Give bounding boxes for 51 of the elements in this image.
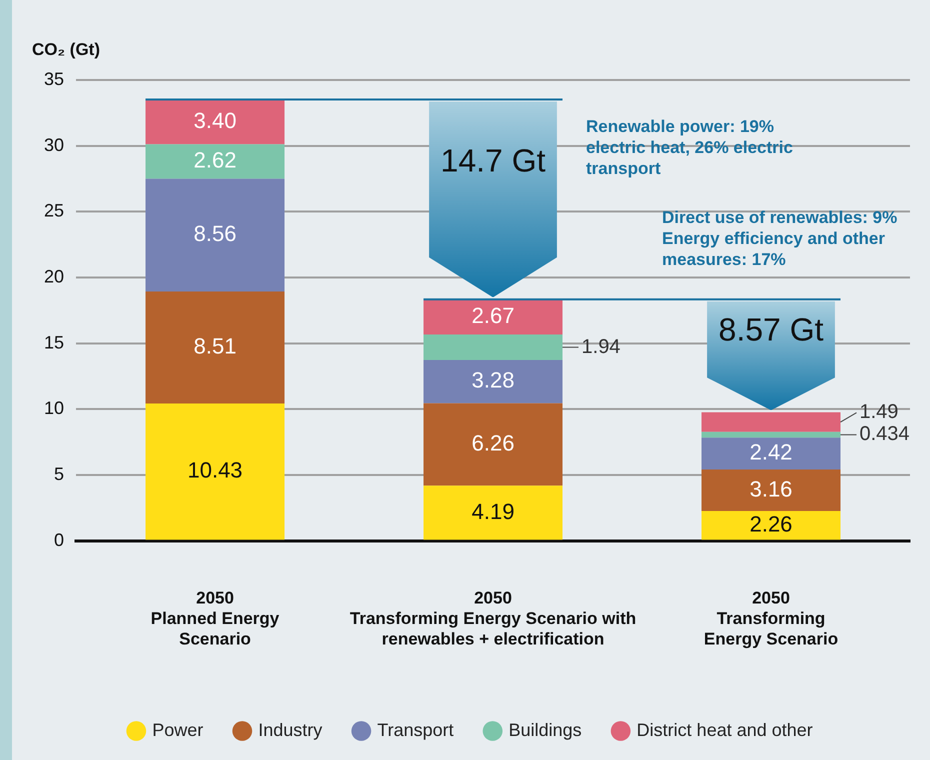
bar bbox=[424, 403, 563, 486]
data-label: 1.49 bbox=[860, 401, 898, 424]
bar bbox=[702, 469, 840, 512]
y-tick-label: 5 bbox=[54, 464, 64, 484]
data-label: 3.40 bbox=[194, 108, 236, 133]
legend-label: Industry bbox=[258, 720, 322, 740]
bar bbox=[424, 299, 563, 334]
data-label: 2.42 bbox=[750, 440, 792, 465]
bar bbox=[702, 438, 840, 470]
data-label: 1.94 bbox=[582, 336, 620, 358]
legend-label: Power bbox=[152, 720, 204, 740]
annotation: 14.7 Gt bbox=[440, 142, 546, 180]
data-label: 4.19 bbox=[472, 498, 514, 524]
y-tick-label: 30 bbox=[44, 134, 64, 155]
bar bbox=[702, 412, 840, 432]
y-tick-label: 0 bbox=[54, 530, 64, 550]
legend-label: District heat and other bbox=[636, 720, 813, 740]
bar bbox=[702, 432, 840, 438]
data-label: 8.56 bbox=[194, 221, 236, 246]
legend-label: Buildings bbox=[508, 720, 582, 740]
data-label: 0.434 bbox=[860, 423, 910, 446]
bar bbox=[146, 403, 285, 540]
data-label: 3.16 bbox=[750, 476, 792, 502]
bar bbox=[424, 486, 563, 540]
data-label: 3.28 bbox=[472, 368, 514, 393]
bar bbox=[146, 291, 285, 404]
x-tick-label: 2050 Transforming Energy Scenario bbox=[704, 588, 838, 648]
y-tick-label: 10 bbox=[44, 398, 64, 418]
x-tick-label: 2050 Planned Energy Scenario bbox=[150, 588, 280, 648]
legend-label: Transport bbox=[377, 720, 454, 740]
y-tick-label: 20 bbox=[44, 266, 64, 286]
annotation: Renewable power: 19% electric heat, 26% electric transport bbox=[585, 116, 794, 179]
data-label: 2.67 bbox=[472, 302, 514, 328]
y-tick-label: 15 bbox=[44, 332, 64, 352]
bar bbox=[146, 99, 285, 144]
data-label: 2.62 bbox=[194, 148, 236, 173]
data-label: 8.51 bbox=[194, 334, 236, 359]
x-tick-label: 2050 Transforming Energy Scenario with renewables + electrification bbox=[350, 588, 636, 648]
data-label: 6.26 bbox=[472, 430, 514, 456]
annotation: Direct use of renewables: 9% Energy efficiency and other measures: 17% bbox=[661, 207, 898, 270]
bar bbox=[424, 334, 563, 360]
y-tick-label: 25 bbox=[44, 200, 64, 221]
bar bbox=[146, 144, 285, 179]
data-label: 10.43 bbox=[187, 458, 243, 483]
annotation: 8.57 Gt bbox=[718, 312, 824, 349]
data-label: 2.26 bbox=[750, 511, 792, 536]
y-tick-label: 35 bbox=[44, 68, 64, 89]
bar bbox=[424, 360, 563, 404]
bar bbox=[702, 511, 840, 540]
bar bbox=[146, 178, 285, 292]
y-axis-title: CO₂ (Gt) bbox=[32, 40, 100, 60]
